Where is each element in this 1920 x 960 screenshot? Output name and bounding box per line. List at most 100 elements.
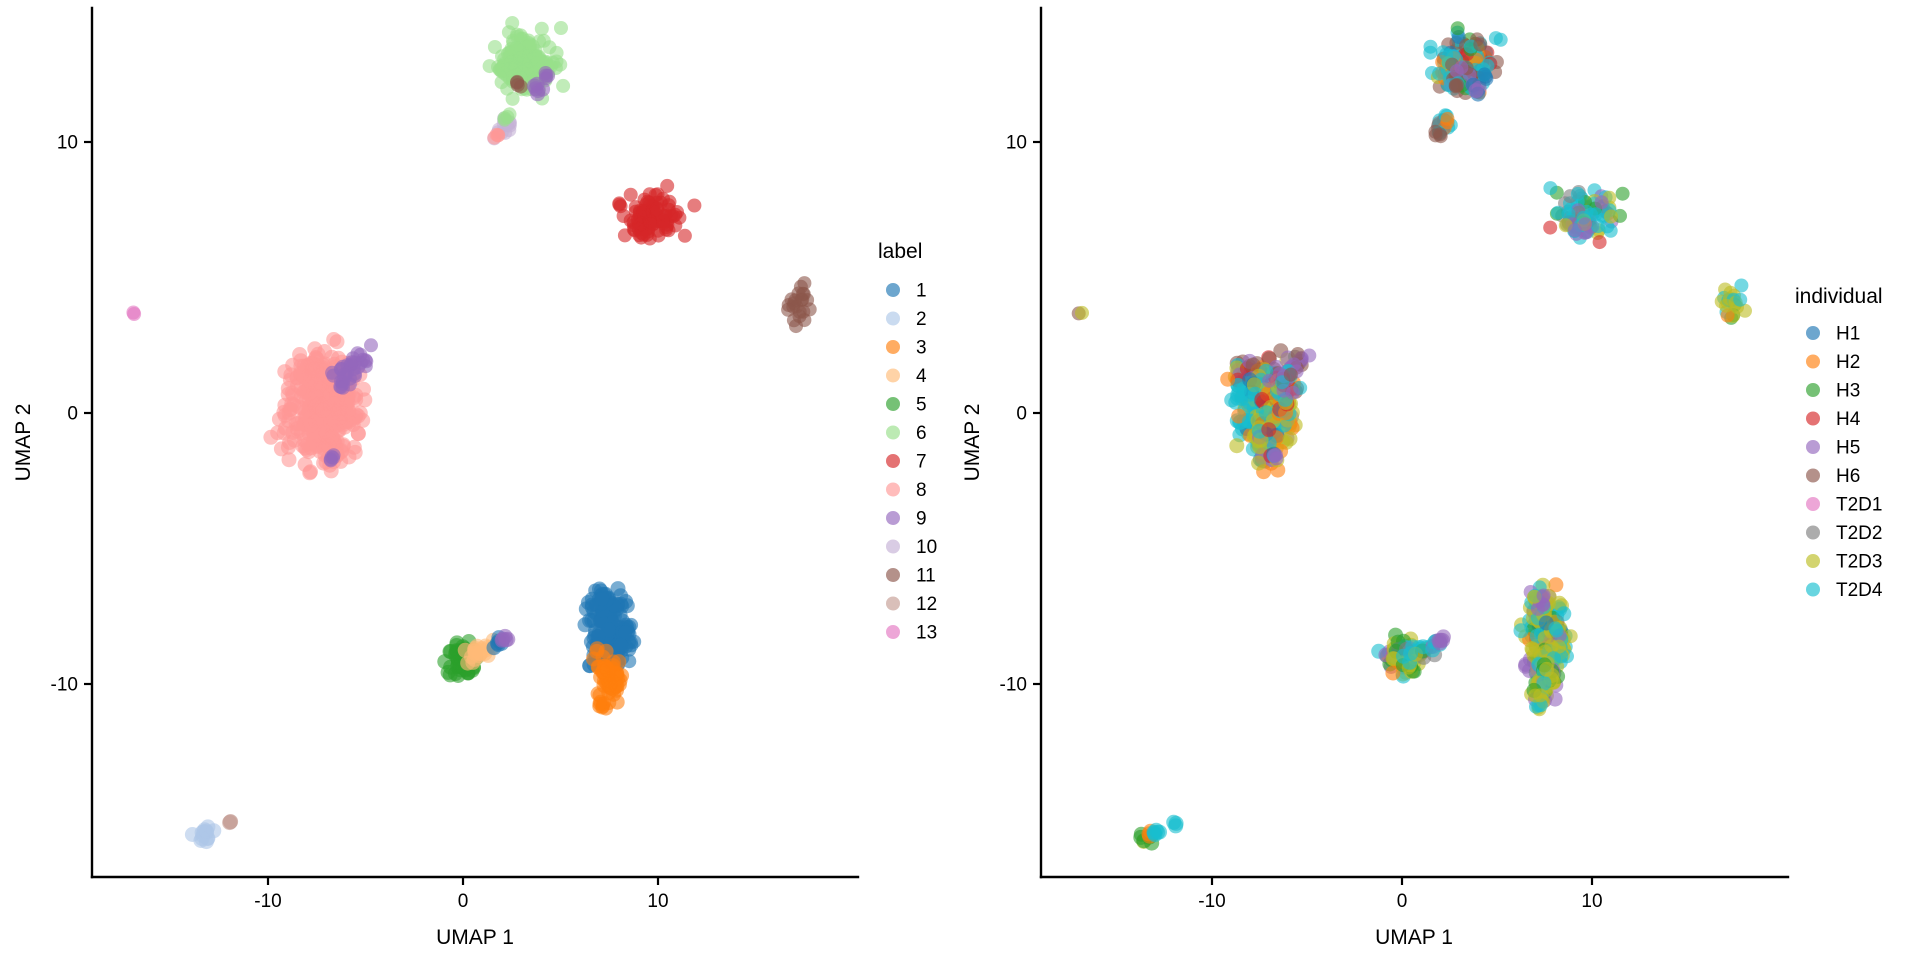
data-point — [280, 439, 296, 455]
data-point — [1552, 639, 1567, 654]
data-point — [1261, 422, 1277, 438]
data-point — [1543, 181, 1558, 196]
legend-key-dot — [886, 368, 900, 383]
legend-key-dot — [1806, 468, 1820, 483]
data-point — [655, 213, 670, 228]
data-point — [672, 210, 687, 225]
cluster-blob — [126, 305, 142, 321]
cluster-blob — [323, 448, 341, 468]
data-point — [649, 202, 664, 217]
legend-title: label — [878, 240, 922, 263]
data-point — [126, 305, 141, 320]
data-point — [542, 40, 557, 55]
data-point — [460, 655, 476, 671]
data-point — [1075, 305, 1089, 320]
cluster-blob — [510, 74, 528, 94]
data-point — [290, 423, 306, 439]
cluster-blob — [497, 107, 517, 127]
data-point — [1513, 623, 1529, 639]
data-point — [326, 419, 342, 435]
legend-key-label: H4 — [1836, 409, 1861, 430]
data-point — [677, 228, 692, 243]
legend-key-label: T2D3 — [1836, 552, 1882, 573]
cluster-blob — [1166, 814, 1184, 834]
legend-key-dot — [1806, 383, 1820, 397]
legend-key-dot — [886, 311, 900, 326]
data-point — [554, 21, 568, 35]
data-point — [342, 371, 357, 386]
data-point — [781, 302, 796, 317]
legend-key-label: H6 — [1836, 466, 1860, 487]
legend-key-dot — [1806, 411, 1820, 426]
data-point — [1432, 66, 1447, 81]
legend-title: individual — [1795, 285, 1883, 308]
cluster-blob — [1524, 641, 1541, 658]
y-tick-label: 0 — [67, 404, 78, 425]
data-point — [513, 28, 528, 43]
data-point — [1282, 431, 1298, 447]
data-point — [791, 286, 806, 301]
data-point — [364, 338, 378, 353]
legend-item-H5: H5 — [1806, 438, 1860, 459]
cluster-blob — [494, 628, 516, 648]
legend-key-dot — [886, 283, 900, 297]
data-point — [1493, 32, 1508, 47]
data-point — [1556, 606, 1572, 622]
data-point — [608, 678, 624, 694]
scatter-points — [126, 16, 817, 850]
cluster-blob — [1477, 67, 1494, 86]
data-point — [332, 400, 348, 416]
data-point — [1594, 195, 1609, 210]
data-point — [355, 412, 371, 428]
data-point — [1220, 371, 1236, 387]
data-point — [1530, 601, 1545, 616]
legend-key-label: 8 — [916, 480, 927, 501]
legend-item-T2D3: T2D3 — [1806, 552, 1882, 573]
legend-key-dot — [886, 340, 900, 354]
cluster-blob — [1438, 108, 1455, 130]
data-point — [281, 452, 297, 468]
x-tick-label: 0 — [1397, 891, 1408, 912]
data-point — [1592, 235, 1607, 250]
x-tick-label: 0 — [458, 891, 469, 912]
legend-key-dot — [886, 397, 900, 411]
data-point — [687, 198, 702, 213]
data-point — [1168, 818, 1184, 834]
legend-key-label: 9 — [916, 509, 927, 530]
data-point — [1245, 357, 1261, 373]
legend-item-6: 6 — [886, 423, 927, 444]
data-point — [1423, 39, 1438, 54]
data-point — [1468, 83, 1484, 99]
data-point — [1454, 60, 1469, 75]
legend-key-dot — [886, 539, 900, 554]
data-point — [1551, 205, 1565, 220]
data-point — [329, 334, 345, 350]
cluster-blob — [222, 814, 239, 831]
data-point — [1588, 207, 1603, 222]
legend-individual: individual H1 H2 H3 H4 H5 H6 T2D1 T2D2 T2D3 T2D4 — [1795, 285, 1883, 601]
cluster-blob — [487, 127, 506, 145]
cluster-blob — [293, 350, 333, 393]
cluster-blob — [781, 276, 817, 334]
legend-key-dot — [1806, 554, 1820, 568]
data-point — [1269, 451, 1284, 466]
legend-key-label: 5 — [916, 395, 927, 416]
legend-key-label: H2 — [1836, 352, 1860, 373]
legend-item-2: 2 — [886, 309, 927, 330]
x-tick-label: -10 — [1198, 891, 1225, 912]
scatter-points — [1071, 21, 1752, 851]
data-point — [1603, 223, 1618, 238]
data-point — [1435, 629, 1451, 645]
data-point — [350, 426, 366, 442]
data-point — [594, 592, 609, 607]
legend-key-label: 12 — [916, 594, 937, 615]
data-point — [1733, 292, 1748, 307]
data-point — [593, 669, 609, 685]
legend-key-dot — [886, 568, 900, 582]
legend-item-11: 11 — [886, 566, 936, 587]
y-tick-label: -10 — [1000, 675, 1027, 696]
data-point — [325, 365, 340, 380]
data-point — [184, 827, 200, 842]
data-point — [650, 187, 665, 202]
